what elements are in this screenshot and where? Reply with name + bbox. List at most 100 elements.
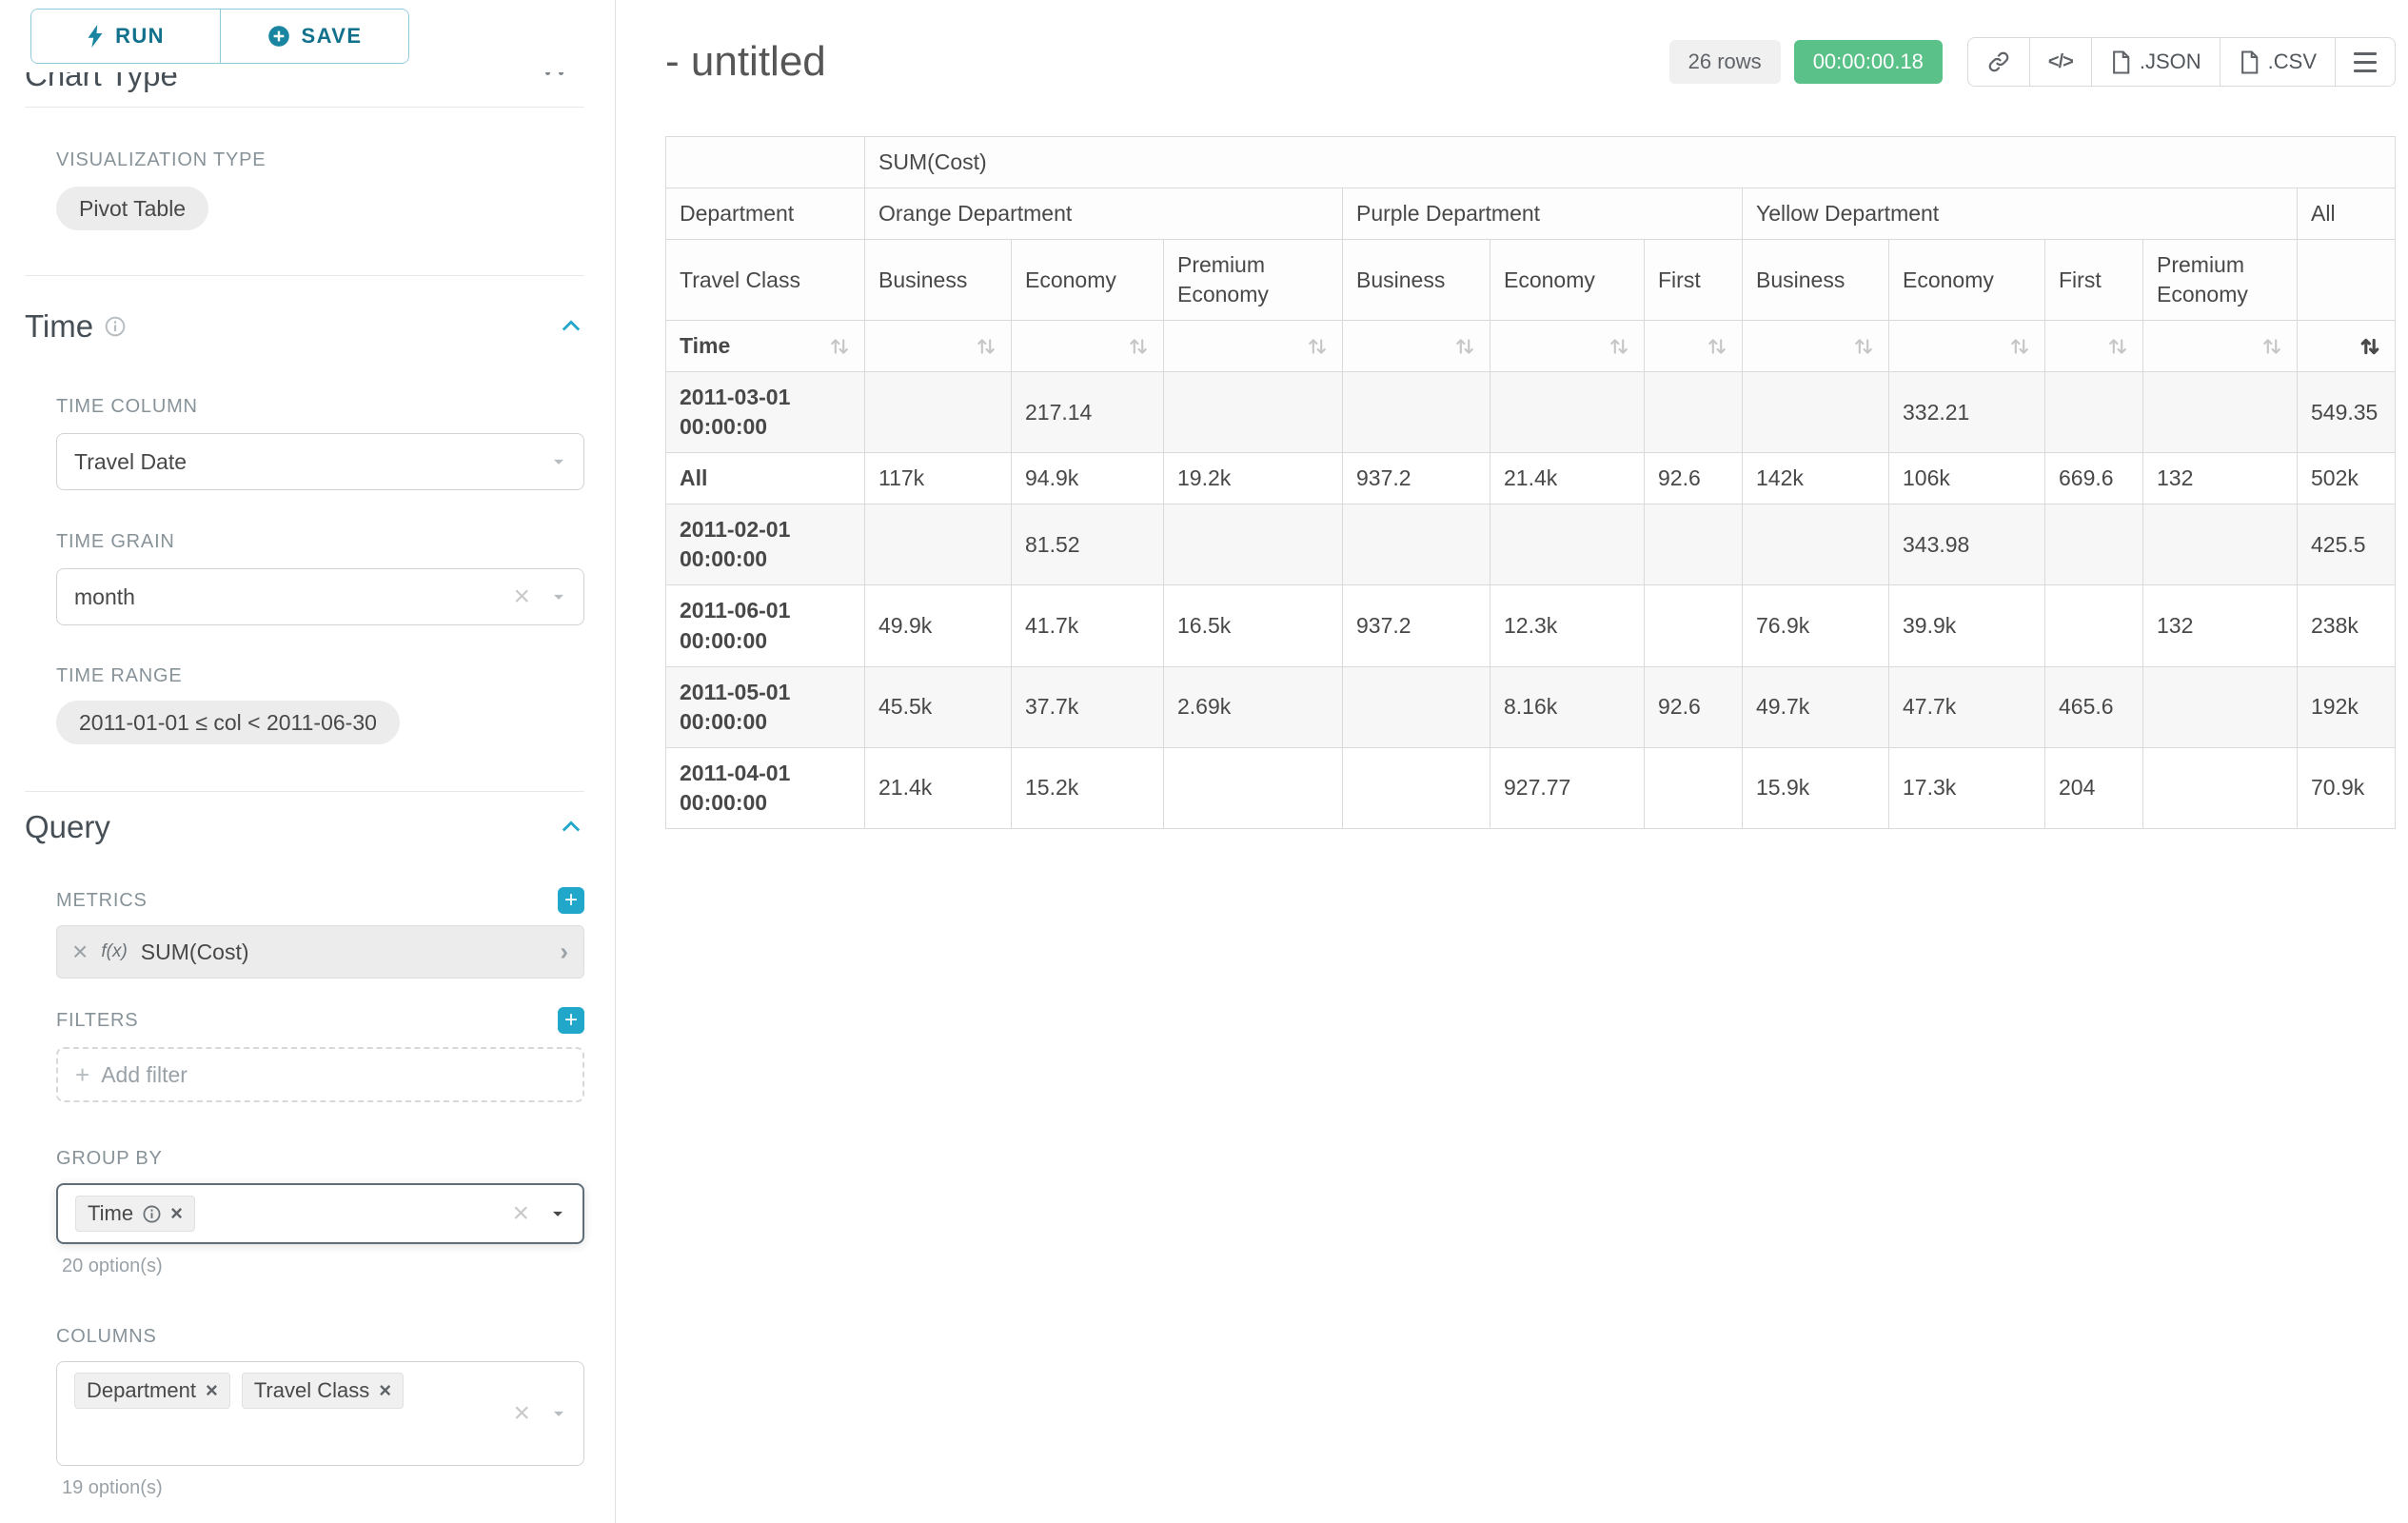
sort-icon[interactable]: [1852, 335, 1875, 358]
value-cell: [1490, 504, 1645, 585]
export-csv-button[interactable]: .CSV: [2220, 37, 2336, 87]
value-cell: 76.9k: [1743, 585, 1889, 666]
value-cell: [865, 372, 1012, 453]
caret-down-icon: [549, 452, 568, 471]
visualization-type-value[interactable]: Pivot Table: [56, 187, 208, 230]
sort-icon[interactable]: [2008, 335, 2031, 358]
column-sort-header[interactable]: [1343, 321, 1490, 372]
metric-pill[interactable]: × f(x) SUM(Cost) ›: [56, 925, 584, 979]
hamburger-menu-icon: [2354, 52, 2377, 72]
value-cell: [1743, 372, 1889, 453]
add-filter-plus-button[interactable]: +: [558, 1007, 584, 1034]
query-timer-badge: 00:00:00.18: [1794, 40, 1943, 84]
sort-icon[interactable]: [2106, 335, 2129, 358]
value-cell: 45.5k: [865, 666, 1012, 747]
value-cell: 927.77: [1490, 747, 1645, 828]
section-divider: [25, 791, 584, 792]
sort-icon[interactable]: [828, 335, 851, 358]
clear-icon[interactable]: ×: [512, 1199, 529, 1228]
column-sort-header[interactable]: [2045, 321, 2143, 372]
tag-remove-icon[interactable]: ×: [170, 1203, 183, 1224]
column-sort-header[interactable]: [2143, 321, 2298, 372]
time-column-value: Travel Date: [74, 449, 187, 475]
column-sort-header[interactable]: [1743, 321, 1889, 372]
metric-name: SUM(Cost): [141, 940, 249, 965]
column-sort-header[interactable]: [1012, 321, 1164, 372]
file-icon: [2110, 50, 2131, 74]
sort-icon[interactable]: [1706, 335, 1728, 358]
value-cell: 8.16k: [1490, 666, 1645, 747]
column-header: Economy: [1012, 240, 1164, 321]
clear-icon[interactable]: ×: [513, 1399, 530, 1428]
menu-button[interactable]: [2335, 37, 2396, 87]
columns-select[interactable]: Department×Travel Class× ×: [56, 1361, 584, 1466]
code-icon: </>: [2048, 51, 2073, 73]
time-sort-header[interactable]: Time: [666, 321, 865, 372]
collapse-chevron-icon[interactable]: [558, 313, 584, 340]
column-sort-header[interactable]: [865, 321, 1012, 372]
value-cell: 106k: [1889, 453, 2045, 504]
row-label: All: [666, 453, 865, 504]
table-row: 2011-04-01 00:00:0021.4k15.2k927.7715.9k…: [666, 747, 2396, 828]
value-cell: 15.2k: [1012, 747, 1164, 828]
value-cell: 117k: [865, 453, 1012, 504]
remove-metric-icon[interactable]: ×: [72, 939, 88, 965]
column-group-header: Yellow Department: [1743, 188, 2298, 240]
metrics-label: METRICS: [56, 890, 148, 912]
view-query-button[interactable]: </>: [2029, 37, 2092, 87]
group-by-tags: Time ×: [75, 1196, 195, 1232]
table-row: All117k94.9k19.2k937.221.4k92.6142k106k6…: [666, 453, 2396, 504]
json-button-label: .JSON: [2140, 49, 2201, 74]
value-cell: [1164, 504, 1343, 585]
value-cell: 669.6: [2045, 453, 2143, 504]
chevron-right-icon[interactable]: ›: [560, 938, 568, 967]
value-cell: [1164, 747, 1343, 828]
tag-remove-icon[interactable]: ×: [379, 1380, 391, 1401]
table-row: 2011-05-01 00:00:0045.5k37.7k2.69k8.16k9…: [666, 666, 2396, 747]
value-cell: 204: [2045, 747, 2143, 828]
sort-icon[interactable]: [1127, 335, 1150, 358]
sort-icon[interactable]: [1608, 335, 1630, 358]
run-button[interactable]: RUN: [31, 10, 220, 63]
query-section-title: Query: [25, 809, 110, 845]
sort-descending-active-icon[interactable]: [2359, 335, 2381, 358]
add-metric-button[interactable]: +: [558, 887, 584, 914]
info-icon: [143, 1205, 161, 1223]
sort-icon[interactable]: [1306, 335, 1329, 358]
value-cell: 343.98: [1889, 504, 2045, 585]
value-cell: 21.4k: [865, 747, 1012, 828]
filters-label: FILTERS: [56, 1010, 138, 1032]
save-button[interactable]: SAVE: [220, 10, 408, 63]
column-sort-header[interactable]: [2298, 321, 2396, 372]
sort-icon[interactable]: [2260, 335, 2283, 358]
chart-title[interactable]: - untitled: [665, 38, 826, 86]
table-row: DepartmentOrange DepartmentPurple Depart…: [666, 188, 2396, 240]
explore-view: RUN SAVE Chart Type VISUALIZATION TYPE: [0, 0, 2408, 1523]
value-cell: 17.3k: [1889, 747, 2045, 828]
tag-remove-icon[interactable]: ×: [206, 1380, 218, 1401]
add-filter-button[interactable]: + Add filter: [56, 1047, 584, 1102]
group-by-select[interactable]: Time × ×: [56, 1183, 584, 1244]
file-icon: [2239, 50, 2260, 74]
time-column-select[interactable]: Travel Date: [56, 433, 584, 490]
column-header: First: [2045, 240, 2143, 321]
value-cell: 937.2: [1343, 453, 1490, 504]
export-json-button[interactable]: .JSON: [2091, 37, 2220, 87]
sort-icon[interactable]: [975, 335, 997, 358]
tag-label: Time: [88, 1201, 133, 1226]
column-sort-header[interactable]: [1490, 321, 1645, 372]
value-cell: 192k: [2298, 666, 2396, 747]
sort-icon[interactable]: [1453, 335, 1476, 358]
collapse-chevron-icon[interactable]: [558, 814, 584, 841]
time-grain-select[interactable]: month ×: [56, 568, 584, 625]
column-header: [2298, 240, 2396, 321]
column-sort-header[interactable]: [1164, 321, 1343, 372]
column-sort-header[interactable]: [1645, 321, 1743, 372]
time-section-header: Time: [25, 308, 584, 345]
time-range-value[interactable]: 2011-01-01 ≤ col < 2011-06-30: [56, 701, 400, 744]
column-sort-header[interactable]: [1889, 321, 2045, 372]
share-link-button[interactable]: [1967, 37, 2030, 87]
clear-icon[interactable]: ×: [513, 583, 530, 611]
row-label: 2011-06-01 00:00:00: [666, 585, 865, 666]
table-row: Travel ClassBusinessEconomyPremium Econo…: [666, 240, 2396, 321]
